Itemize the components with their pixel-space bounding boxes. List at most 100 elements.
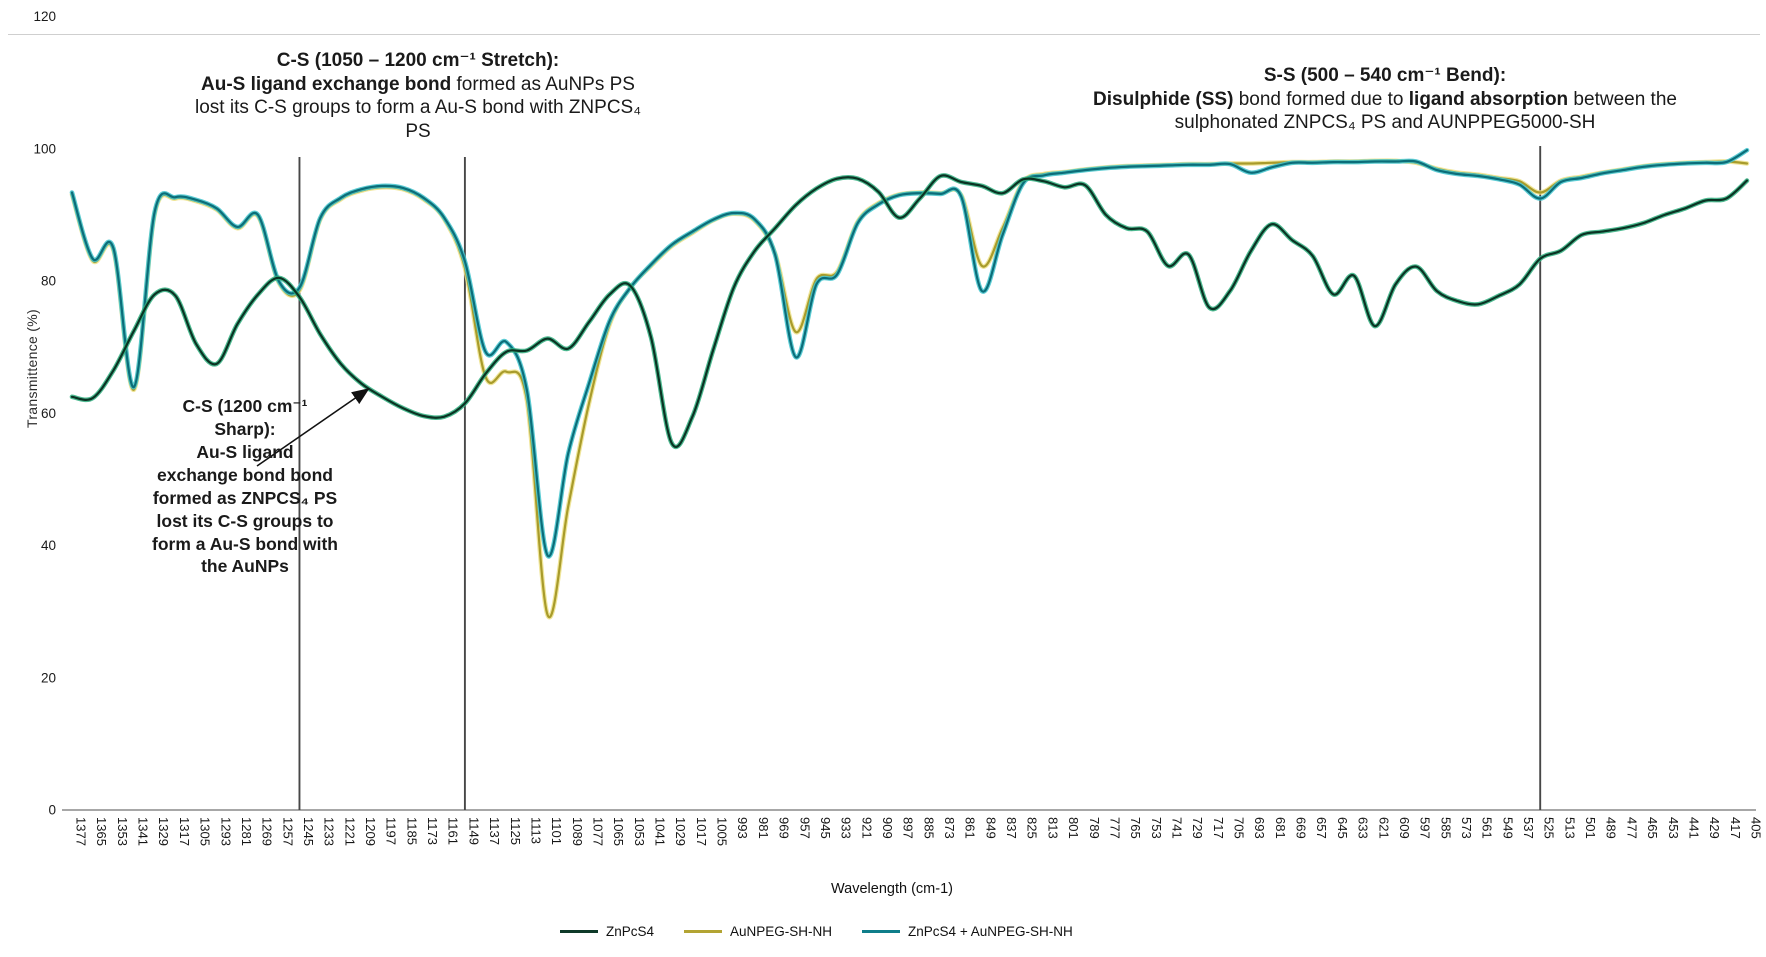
annotation-cs-stretch-body: Au-S ligand exchange bond formed as AuNP… bbox=[192, 73, 644, 144]
x-tick-label: 1149 bbox=[466, 817, 481, 845]
x-tick-label: 1173 bbox=[425, 817, 440, 845]
x-tick-label: 561 bbox=[1480, 817, 1495, 839]
x-tick-label: 705 bbox=[1232, 817, 1247, 839]
x-tick-label: 573 bbox=[1459, 817, 1474, 839]
figure-top-border bbox=[8, 34, 1760, 35]
x-tick-label: 1197 bbox=[384, 817, 399, 845]
y-tick-label: 100 bbox=[33, 141, 56, 156]
x-tick-label: 1005 bbox=[715, 817, 730, 846]
x-tick-label: 1029 bbox=[673, 817, 688, 846]
x-tick-label: 909 bbox=[880, 817, 895, 839]
chart-legend: ZnPcS4 AuNPEG-SH-NH ZnPcS4 + AuNPEG-SH-N… bbox=[560, 924, 1073, 939]
x-tick-label: 1089 bbox=[570, 817, 585, 846]
x-tick-label: 537 bbox=[1521, 817, 1536, 839]
x-tick-label: 441 bbox=[1687, 817, 1702, 839]
x-tick-label: 1317 bbox=[177, 817, 192, 846]
x-tick-label: 789 bbox=[1087, 817, 1102, 839]
y-axis-title: Transmittence (%) bbox=[24, 309, 40, 428]
x-tick-label: 1281 bbox=[239, 817, 254, 846]
x-tick-label: 849 bbox=[983, 817, 998, 839]
x-tick-label: 549 bbox=[1500, 817, 1515, 839]
annotation-bold-text: ligand absorption bbox=[1408, 88, 1569, 110]
annotation-text: formed as AuNPs PS lost its C-S groups t… bbox=[195, 73, 641, 142]
x-tick-label: 741 bbox=[1170, 817, 1185, 839]
x-tick-label: 1293 bbox=[218, 817, 233, 846]
y-tick-label: 0 bbox=[48, 803, 56, 818]
y-tick-label: 80 bbox=[41, 274, 56, 289]
x-tick-label: 609 bbox=[1397, 817, 1412, 839]
x-tick-label: 429 bbox=[1707, 817, 1722, 839]
legend-item-znpcs4: ZnPcS4 bbox=[560, 924, 654, 939]
x-tick-label: 477 bbox=[1624, 817, 1639, 839]
annotation-arrow bbox=[256, 388, 370, 467]
x-tick-label: 513 bbox=[1562, 817, 1577, 839]
x-tick-label: 1257 bbox=[280, 817, 295, 846]
x-tick-label: 813 bbox=[1045, 817, 1060, 839]
x-tick-label: 693 bbox=[1252, 817, 1267, 839]
annotation-ss-bend-body: Disulphide (SS) bond formed due to ligan… bbox=[1058, 88, 1712, 135]
legend-label: ZnPcS4 bbox=[606, 924, 655, 939]
series-line-ZnPcS4 bbox=[70, 174, 1749, 448]
x-tick-label: 1137 bbox=[487, 817, 502, 845]
series-line-ZnPcS4 + AuNPEG-SH-NH bbox=[70, 149, 1749, 558]
x-tick-label: 1341 bbox=[136, 817, 151, 846]
annotation-cs-sharp: C-S (1200 cm⁻¹ Sharp): Au-S ligand excha… bbox=[152, 396, 338, 577]
legend-line-swatch bbox=[684, 930, 723, 933]
annotation-bold-text: Au-S ligand exchange bond bbox=[201, 73, 452, 95]
y-tick-label: 40 bbox=[41, 538, 56, 553]
y-tick-label: 120 bbox=[33, 9, 56, 24]
x-tick-label: 873 bbox=[942, 817, 957, 839]
x-tick-label: 1365 bbox=[94, 817, 109, 846]
x-tick-label: 885 bbox=[921, 817, 936, 839]
legend-label: AuNPEG-SH-NH bbox=[730, 924, 833, 939]
x-tick-label: 1065 bbox=[611, 817, 626, 846]
x-tick-label: 1353 bbox=[115, 817, 130, 846]
annotation-cs-stretch: C-S (1050 – 1200 cm⁻¹ Stretch): Au-S lig… bbox=[192, 49, 644, 143]
annotation-ss-bend-title: S-S (500 – 540 cm⁻¹ Bend): bbox=[1263, 65, 1507, 86]
annotation-ss-bend: S-S (500 – 540 cm⁻¹ Bend): Disulphide (S… bbox=[1058, 64, 1712, 135]
x-tick-label: 921 bbox=[859, 817, 874, 839]
x-tick-label: 1077 bbox=[591, 817, 606, 846]
x-tick-label: 1161 bbox=[446, 817, 461, 845]
x-tick-label: 1113 bbox=[528, 817, 543, 844]
x-tick-label: 801 bbox=[1066, 817, 1081, 839]
x-tick-label: 1305 bbox=[198, 817, 213, 846]
x-tick-label: 489 bbox=[1604, 817, 1619, 839]
x-tick-label: 1329 bbox=[156, 817, 171, 846]
x-tick-label: 897 bbox=[901, 817, 916, 839]
annotation-text: bond formed due to bbox=[1233, 88, 1409, 110]
x-tick-label: 1245 bbox=[301, 817, 316, 846]
x-tick-label: 837 bbox=[1004, 817, 1019, 839]
x-tick-label: 825 bbox=[1025, 817, 1040, 839]
x-tick-label: 969 bbox=[777, 817, 792, 839]
x-tick-label: 585 bbox=[1438, 817, 1453, 839]
legend-item-mix: ZnPcS4 + AuNPEG-SH-NH bbox=[862, 924, 1073, 939]
annotation-cs-stretch-title: C-S (1050 – 1200 cm⁻¹ Stretch): bbox=[276, 50, 560, 71]
x-tick-label: 1101 bbox=[549, 817, 564, 845]
x-tick-label: 765 bbox=[1128, 817, 1143, 839]
x-tick-label: 1185 bbox=[404, 817, 419, 845]
x-tick-label: 645 bbox=[1335, 817, 1350, 839]
x-tick-label: 1233 bbox=[322, 817, 337, 846]
annotation-bold-text: Disulphide (SS) bbox=[1093, 88, 1234, 110]
x-tick-label: 1125 bbox=[508, 817, 523, 845]
x-tick-label: 1041 bbox=[653, 817, 668, 846]
x-tick-label: 1209 bbox=[363, 817, 378, 846]
x-tick-label: 957 bbox=[797, 817, 812, 839]
x-tick-label: 1269 bbox=[260, 817, 275, 846]
x-tick-label: 453 bbox=[1666, 817, 1681, 839]
x-tick-label: 933 bbox=[839, 817, 854, 839]
x-tick-label: 753 bbox=[1149, 817, 1164, 839]
x-tick-label: 525 bbox=[1542, 817, 1557, 839]
y-tick-label: 60 bbox=[41, 406, 56, 421]
x-tick-label: 669 bbox=[1294, 817, 1309, 839]
x-tick-label: 729 bbox=[1190, 817, 1205, 839]
x-tick-label: 681 bbox=[1273, 817, 1288, 839]
x-tick-label: 501 bbox=[1583, 817, 1598, 839]
x-tick-label: 717 bbox=[1211, 817, 1226, 839]
legend-item-aunpeg: AuNPEG-SH-NH bbox=[684, 924, 832, 939]
x-tick-label: 633 bbox=[1356, 817, 1371, 839]
x-tick-label: 1221 bbox=[342, 817, 357, 846]
